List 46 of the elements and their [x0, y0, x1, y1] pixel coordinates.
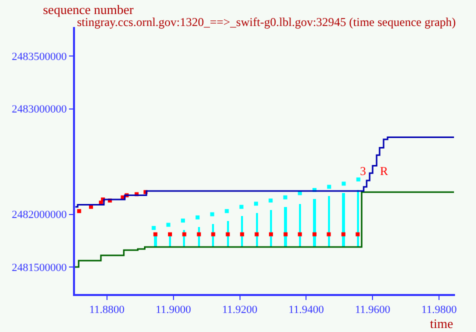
point [356, 232, 360, 236]
point [268, 198, 273, 203]
point [182, 232, 186, 236]
bar [328, 196, 330, 247]
point [77, 209, 82, 214]
point [224, 209, 229, 214]
x-tick-label: 11.9200 [222, 304, 258, 316]
point [327, 184, 332, 189]
x-tick-label: 11.9000 [156, 304, 192, 316]
point [196, 232, 201, 236]
point [166, 222, 170, 227]
point [326, 232, 331, 236]
point [211, 232, 216, 236]
point [152, 226, 156, 230]
annotation: R [380, 164, 388, 178]
y-tick-label: 2483000000 [12, 104, 68, 116]
point [312, 232, 316, 236]
x-tick-label: 11.9800 [421, 304, 458, 316]
y-axis-title: sequence number [43, 2, 134, 17]
point [168, 232, 172, 236]
point [254, 232, 259, 236]
chart-title: stingray.ccs.ornl.gov:1320_==>_swift-g0.lbl.gov:32945 (time sequence graph) [77, 15, 456, 29]
x-axis-title: time [430, 316, 454, 331]
annotation: 3 [360, 164, 366, 178]
point [239, 204, 244, 209]
point [226, 232, 230, 236]
y-tick-label: 2481500000 [12, 262, 68, 274]
bar [342, 193, 345, 247]
point [210, 212, 214, 216]
point [196, 215, 200, 220]
point [254, 202, 258, 206]
point [153, 232, 158, 236]
point [283, 195, 288, 200]
point [180, 218, 185, 223]
x-tick-label: 11.8800 [89, 304, 126, 316]
x-tick-label: 11.9600 [354, 304, 391, 316]
point [356, 177, 360, 182]
point [341, 232, 346, 236]
x-tick-label: 11.9400 [288, 304, 324, 316]
y-tick-label: 2482000000 [12, 209, 68, 222]
point [284, 232, 288, 236]
point [268, 232, 273, 236]
point [298, 232, 302, 236]
y-tick-label: 2483500000 [12, 50, 68, 63]
point [240, 232, 244, 236]
point [342, 182, 346, 186]
